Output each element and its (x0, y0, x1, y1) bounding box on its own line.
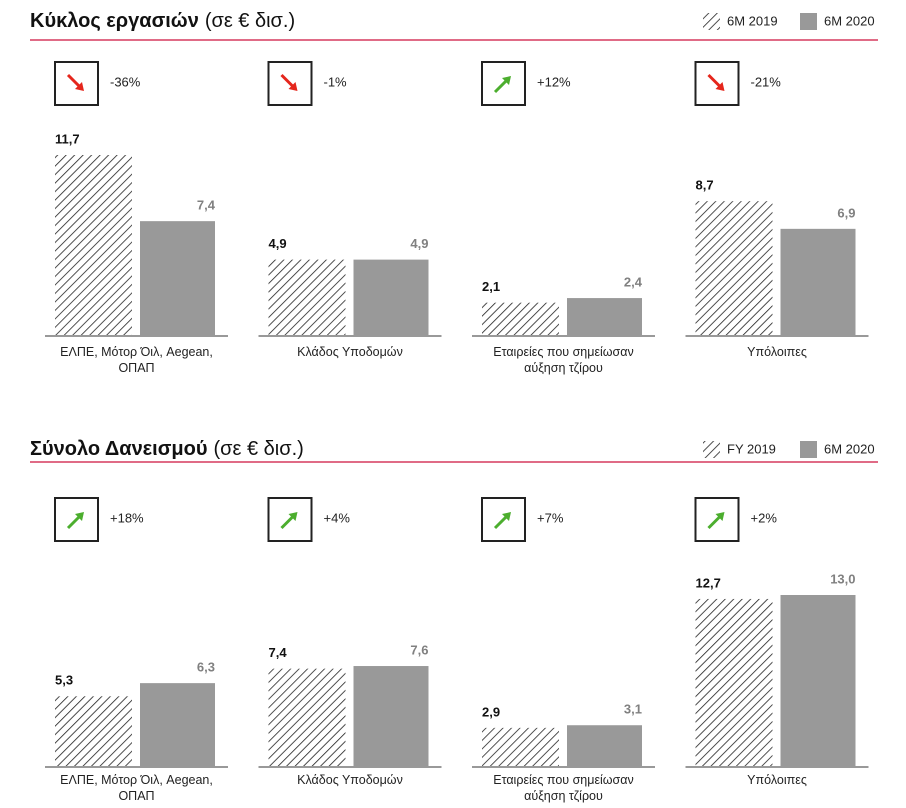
value-label: 2,1 (482, 279, 500, 294)
value-label: 11,7 (55, 131, 80, 146)
category-label: Κλάδος Υποδομών (297, 773, 403, 787)
change-arrowhead (75, 82, 84, 91)
bar (55, 696, 132, 766)
chart-title: Σύνολο Δανεισμού (σε € δισ.) (30, 438, 304, 460)
value-label: 12,7 (696, 575, 721, 590)
title-main: Σύνολο Δανεισμού (30, 438, 208, 460)
change-label: -1% (324, 74, 348, 89)
category-label: Εταιρείες που σημείωσαν αύξηση τζίρου (493, 773, 634, 803)
bar (482, 727, 559, 766)
bar (780, 595, 856, 766)
bar (268, 668, 346, 766)
legend-swatch (703, 13, 720, 30)
bar (353, 259, 429, 335)
change-arrowhead (502, 76, 511, 85)
value-label: 5,3 (55, 673, 73, 688)
change-label: +2% (751, 510, 778, 525)
legend-label: 6M 2019 (727, 13, 778, 28)
value-label: 4,9 (410, 236, 428, 251)
change-box (54, 497, 99, 542)
value-label: 8,7 (696, 178, 714, 193)
value-label: 13,0 (830, 571, 855, 586)
title-unit: (σε € δισ.) (205, 10, 295, 32)
value-label: 6,9 (837, 205, 855, 220)
change-arrowhead (288, 82, 298, 91)
legend-label: 6M 2020 (824, 13, 875, 28)
value-label: 4,9 (269, 236, 287, 251)
bar (695, 598, 773, 766)
value-label: 3,1 (624, 702, 642, 717)
bar (140, 221, 215, 335)
bar (482, 302, 559, 335)
title-unit: (σε € δισ.) (214, 438, 304, 460)
change-arrowhead (75, 512, 84, 521)
legend-label: 6M 2020 (824, 441, 875, 456)
bar (353, 666, 429, 766)
change-label: -36% (110, 74, 141, 89)
legend-swatch (703, 441, 720, 458)
category-label: Υπόλοιπες (747, 773, 807, 787)
value-label: 7,6 (410, 642, 428, 657)
value-label: 7,4 (197, 198, 216, 213)
bar (567, 725, 642, 766)
legend-label: FY 2019 (727, 441, 776, 456)
title-main: Κύκλος εργασιών (30, 10, 199, 32)
category-label: Κλάδος Υποδομών (297, 345, 403, 359)
change-arrowhead (715, 512, 725, 521)
legend-swatch (800, 441, 817, 458)
bar (567, 298, 642, 335)
change-label: +4% (324, 510, 351, 525)
bar (780, 228, 856, 335)
bar (695, 201, 773, 335)
change-arrowhead (502, 512, 511, 521)
change-label: +12% (537, 74, 571, 89)
category-label: Υπόλοιπες (747, 345, 807, 359)
legend-swatch (800, 13, 817, 30)
change-label: +18% (110, 510, 144, 525)
change-label: -21% (751, 74, 782, 89)
category-label: ΕΛΠΕ, Μότορ Όιλ, Aegean, ΟΠΑΠ (60, 345, 213, 375)
change-arrowhead (288, 512, 298, 521)
category-label: Εταιρείες που σημείωσαν αύξηση τζίρου (493, 345, 634, 375)
change-label: +7% (537, 510, 564, 525)
category-label: ΕΛΠΕ, Μότορ Όιλ, Aegean, ΟΠΑΠ (60, 773, 213, 803)
bar (55, 155, 132, 335)
value-label: 2,9 (482, 704, 500, 719)
bar (268, 259, 346, 335)
value-label: 2,4 (624, 275, 643, 290)
value-label: 7,4 (269, 645, 288, 660)
change-arrowhead (715, 82, 725, 91)
value-label: 6,3 (197, 660, 215, 675)
bar (140, 683, 215, 766)
chart-title: Κύκλος εργασιών (σε € δισ.) (30, 10, 295, 32)
